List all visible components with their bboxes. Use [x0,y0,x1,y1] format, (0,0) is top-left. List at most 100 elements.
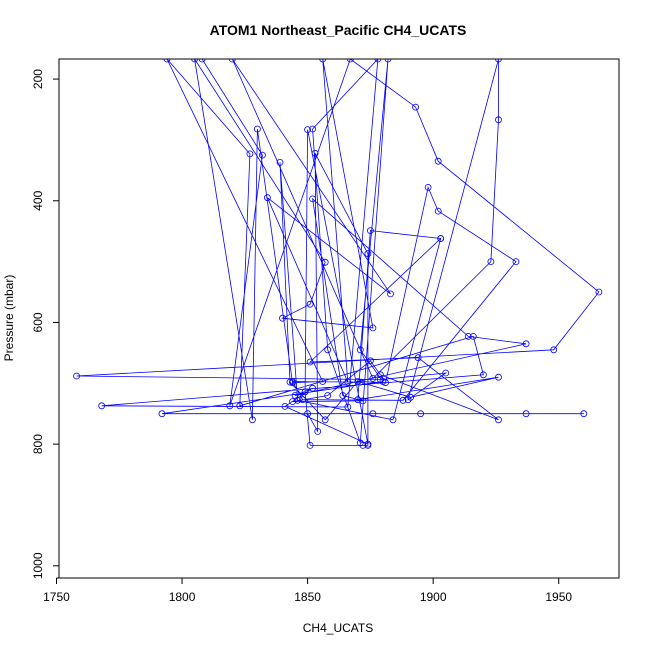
data-point [495,59,502,63]
data-point [404,396,412,404]
data-point [354,378,362,385]
y-tick-label: 400 [31,190,45,210]
data-point [346,59,354,63]
data-point [376,371,384,379]
data-point [364,440,372,448]
data-point [228,59,236,63]
data-point [299,396,307,404]
data-point [294,396,302,404]
y-tick-label: 1000 [31,552,45,579]
data-point [384,59,392,63]
data-point [248,416,256,424]
data-point [369,324,377,332]
data-point [289,398,296,406]
data-point [301,388,309,396]
data-point [98,402,106,410]
data-point [479,371,487,379]
x-axis: 1750 1800 1850 1900 1950 [43,577,572,604]
data-point [580,410,588,418]
data-point [191,59,198,63]
data-point [407,393,415,401]
data-point [319,59,327,63]
data-point [495,416,502,424]
data-point [366,357,374,365]
x-tick-label: 1850 [294,590,321,604]
data-point [321,416,329,424]
data-point [364,250,372,258]
plot-frame [58,58,620,579]
y-tick-label: 200 [31,69,45,89]
data-point [281,402,289,410]
data-point [434,207,442,215]
data-point [309,384,317,392]
data-point [226,402,234,410]
data-point [522,410,530,418]
data-point [359,397,367,405]
x-axis-label: CH4_UCATS [303,621,373,635]
data-point [389,416,397,424]
data-point [73,372,80,380]
data-point [289,378,296,385]
data-point [359,441,367,449]
data-point [434,157,442,165]
data-point [412,103,420,111]
data-point [469,332,477,340]
y-axis-label: Pressure (mbar) [2,275,16,362]
data-point [414,354,422,362]
data-point [369,410,377,418]
data-point [306,441,314,449]
data-point [314,427,322,435]
y-tick-label: 600 [31,312,45,332]
data-point [344,403,352,411]
data-point [319,378,327,385]
data-point [163,59,171,63]
data-layer [73,59,603,449]
data-point [258,151,266,159]
data-point [253,125,261,133]
data-point [339,392,347,399]
data-point [487,258,495,266]
data-point [304,126,312,134]
data-point [369,374,377,382]
data-point [550,346,558,354]
data-point [276,158,284,166]
data-point [417,410,425,418]
data-point [595,288,603,296]
data-point [286,378,294,386]
data-point [522,340,530,348]
series-line [76,59,600,446]
data-point [309,195,317,203]
data-point [158,410,166,418]
data-point [382,379,389,387]
data-point [304,410,312,418]
data-point [399,396,407,404]
data-point [356,378,364,386]
data-point [495,116,502,124]
y-tick-label: 800 [31,434,45,454]
data-point [495,373,502,381]
data-point [437,235,445,242]
data-point [324,346,332,354]
data-point [279,314,286,322]
y-axis: 200 400 600 800 1000 [31,69,60,579]
data-point [366,227,374,235]
x-tick-label: 1800 [169,590,196,604]
data-point [311,149,319,157]
data-point [324,392,332,399]
x-tick-label: 1900 [420,590,447,604]
data-point [236,402,244,410]
data-point [442,369,450,377]
data-point [263,194,271,202]
data-point [344,378,352,386]
chart-title: ATOM1 Northeast_Pacific CH4_UCATS [210,22,467,38]
x-tick-label: 1950 [545,590,572,604]
data-point [321,258,329,266]
data-point [356,346,364,354]
data-point [354,396,362,404]
data-point [306,358,314,366]
data-point [464,332,472,340]
data-point [306,300,314,308]
data-point [424,183,432,191]
data-point [246,150,254,158]
